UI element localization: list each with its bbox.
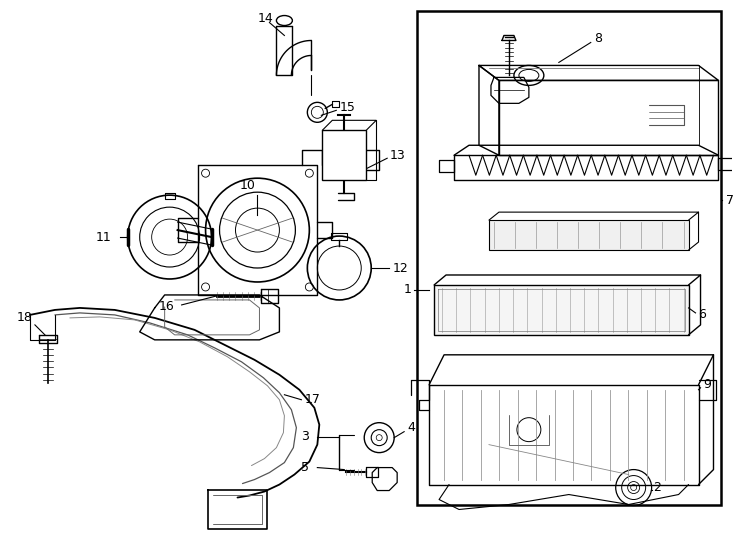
Bar (434, 285, 688, 335)
Text: 11: 11 (96, 231, 112, 244)
Text: 3: 3 (302, 430, 309, 443)
Bar (417, 11, 722, 504)
Bar (489, 220, 688, 250)
Text: 6: 6 (699, 308, 706, 321)
Text: 13: 13 (389, 148, 405, 162)
Text: 1: 1 (403, 284, 411, 296)
Text: 5: 5 (302, 461, 309, 474)
Ellipse shape (277, 16, 292, 25)
Text: 9: 9 (703, 378, 711, 392)
Text: 15: 15 (339, 101, 355, 114)
Text: 4: 4 (407, 421, 415, 434)
Bar (322, 130, 366, 180)
Text: 8: 8 (594, 32, 602, 45)
Text: 10: 10 (239, 179, 255, 192)
Text: 18: 18 (17, 312, 33, 325)
Text: 14: 14 (258, 12, 273, 25)
Text: 2: 2 (653, 481, 661, 494)
Text: 16: 16 (159, 300, 175, 313)
Text: 17: 17 (305, 393, 320, 406)
Text: 7: 7 (727, 194, 734, 207)
Text: 12: 12 (392, 261, 408, 274)
